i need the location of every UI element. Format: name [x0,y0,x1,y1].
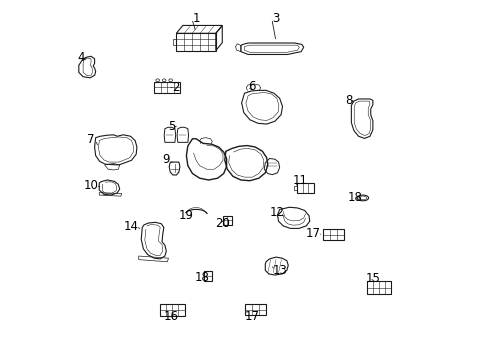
Text: 7: 7 [87,133,95,146]
Text: 13: 13 [272,264,286,277]
Text: 5: 5 [168,120,175,133]
Text: 14: 14 [124,220,139,233]
Text: 20: 20 [215,216,230,230]
Text: 4: 4 [77,51,84,64]
Text: 19: 19 [179,210,194,222]
Text: 3: 3 [272,12,279,25]
Text: 12: 12 [269,206,284,219]
Text: 15: 15 [366,272,380,285]
Text: 11: 11 [292,174,307,187]
Text: 18: 18 [194,271,209,284]
Text: 10: 10 [83,179,98,192]
Text: 18: 18 [347,191,362,204]
Text: 9: 9 [162,153,170,166]
Text: 17: 17 [305,227,320,240]
Text: 1: 1 [192,12,200,25]
Text: 8: 8 [344,94,351,107]
Text: 2: 2 [172,81,180,94]
Text: 16: 16 [163,310,178,323]
Text: 6: 6 [247,80,255,93]
Text: 17: 17 [244,310,259,323]
